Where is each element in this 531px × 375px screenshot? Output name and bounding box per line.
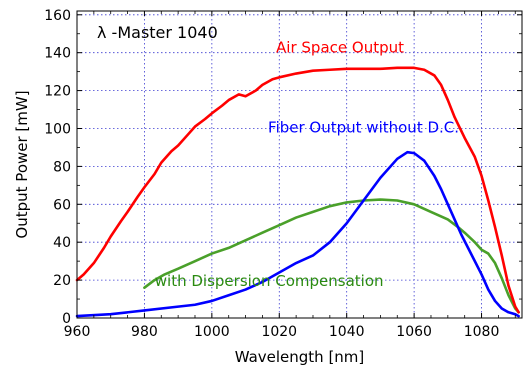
x-tick-label: 960 bbox=[64, 324, 91, 340]
plot-frame bbox=[76, 10, 523, 319]
x-tick-label: 1040 bbox=[329, 324, 365, 340]
ticks: 960 980 1000 1020 1040 1060 1080 0 20 40 60 80 100 12… bbox=[44, 8, 522, 340]
y-tick-label: 20 bbox=[53, 273, 71, 289]
x-axis-label: Wavelength [nm] bbox=[235, 348, 365, 366]
y-axis-label: Output Power [mW] bbox=[13, 90, 31, 238]
series-label: Fiber Output without D.C. bbox=[268, 118, 459, 136]
chart-title: λ -Master 1040 bbox=[97, 23, 218, 42]
x-tick-label: 1020 bbox=[261, 324, 297, 340]
series-label: Air Space Output bbox=[276, 39, 404, 57]
x-tick-label: 1080 bbox=[464, 324, 500, 340]
y-tick-label: 160 bbox=[44, 8, 71, 24]
series-line-with-dispersion-compensation bbox=[143, 198, 520, 314]
y-tick-label: 60 bbox=[53, 197, 71, 213]
series-line-fiber-output-without-d-c bbox=[75, 150, 520, 318]
series-label: with Dispersion Compensation bbox=[155, 272, 384, 290]
y-tick-label: 40 bbox=[53, 235, 71, 251]
y-tick-label: 80 bbox=[53, 159, 71, 175]
plot-background bbox=[77, 11, 522, 318]
x-tick-label: 1060 bbox=[396, 324, 432, 340]
x-tick-label: 1000 bbox=[194, 324, 230, 340]
annotations: Air Space Output Fiber Output without D.C… bbox=[155, 39, 459, 290]
y-tick-label: 120 bbox=[44, 84, 71, 100]
y-tick-label: 100 bbox=[44, 121, 71, 137]
y-tick-label: 140 bbox=[44, 46, 71, 62]
series-line-air-space-output bbox=[75, 66, 520, 314]
x-tick-label: 980 bbox=[131, 324, 158, 340]
y-tick-label: 0 bbox=[62, 311, 71, 327]
series-layer bbox=[75, 66, 520, 318]
